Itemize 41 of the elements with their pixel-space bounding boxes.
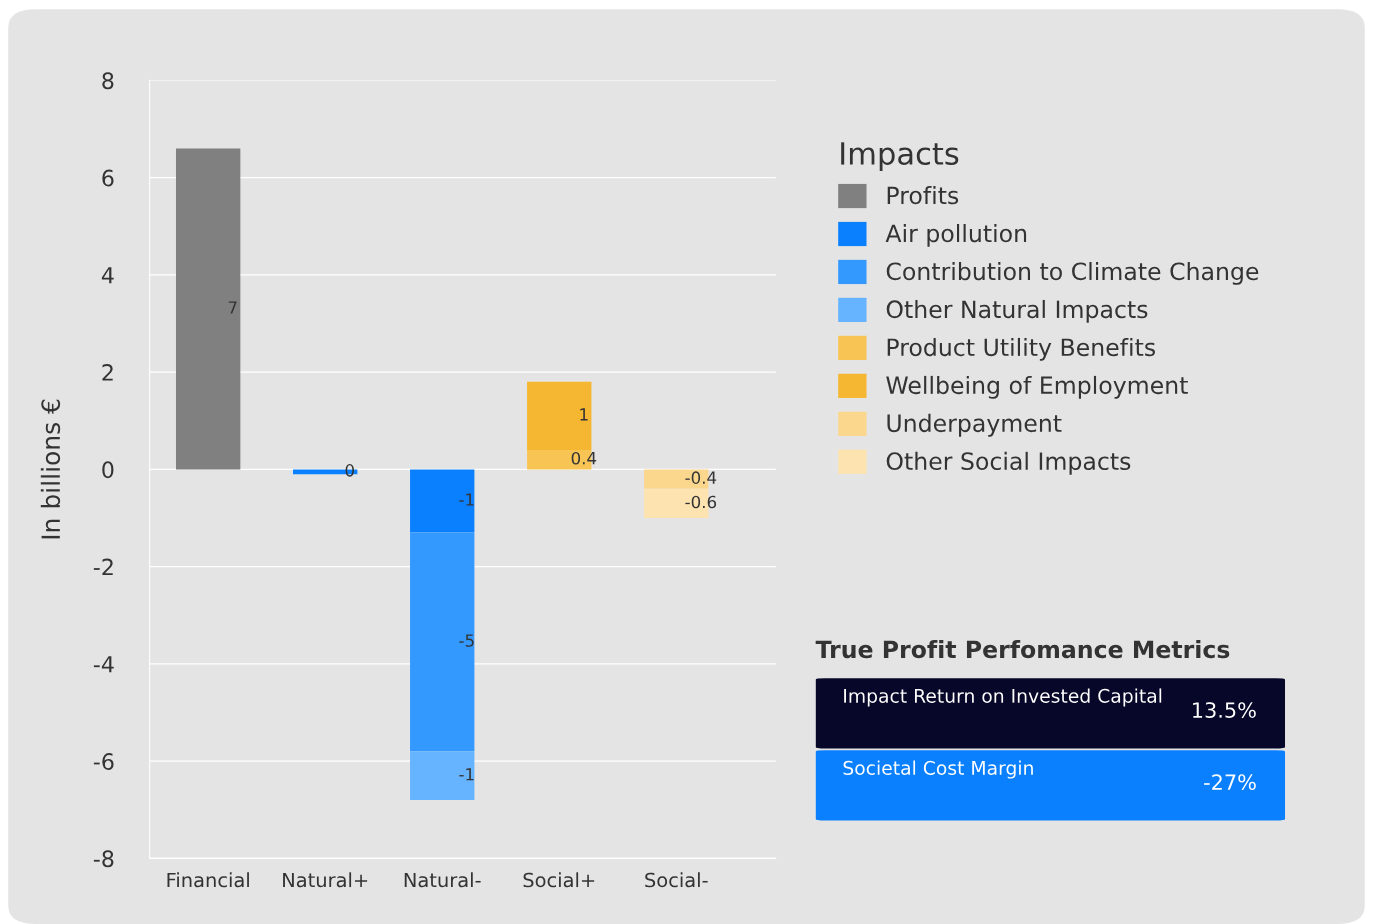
x-tick-label: Natural-	[404, 872, 481, 888]
bar	[527, 381, 592, 450]
x-tick-label: Social+	[523, 872, 595, 888]
y-tick-label: -4	[93, 656, 114, 673]
legend-label: Air pollution	[885, 224, 1027, 247]
y-tick-label: -2	[93, 558, 113, 576]
bar	[410, 751, 475, 801]
y-tick-label: 6	[102, 169, 114, 187]
data-label: -1	[459, 768, 474, 781]
data-label: 7	[228, 301, 237, 314]
data-label: -1	[459, 493, 474, 506]
data-label: -0.6	[685, 495, 717, 509]
y-tick-label: -8	[93, 850, 114, 868]
legend-label: Other Social Impacts	[886, 451, 1131, 475]
y-tick-label: -6	[93, 753, 114, 770]
bar	[410, 469, 475, 533]
data-label: -5	[459, 634, 474, 647]
y-tick-label: 8	[102, 72, 114, 90]
legend-label: Profits	[887, 186, 959, 205]
text: Societal Cost Margin	[843, 760, 1033, 779]
legend-label: Underpayment	[887, 413, 1062, 437]
y-tick-label: 2	[102, 364, 113, 381]
text: 13.5%	[1193, 702, 1256, 718]
legend-label: Wellbeing of Employment	[886, 375, 1188, 399]
legend-label: Other Natural Impacts	[886, 299, 1148, 323]
text: -27%	[1204, 774, 1256, 790]
y-tick-label: 0	[102, 461, 114, 479]
legend-label: Product Utility Benefits	[887, 337, 1155, 361]
bar	[410, 532, 475, 752]
x-tick-label: Social-	[645, 872, 708, 888]
x-tick-label: Natural+	[283, 872, 368, 888]
x-tick-label: Financial	[167, 872, 249, 888]
text: True Profit Perfomance Metrics	[815, 639, 1230, 659]
y-axis-title: In billions €	[40, 399, 61, 539]
text: Impact Return on Invested Capital	[844, 688, 1162, 707]
data-label: 1	[580, 408, 588, 421]
bar	[175, 148, 241, 470]
y-tick-label: 4	[101, 267, 114, 284]
data-label: -0.4	[685, 471, 717, 484]
legend-title: Impacts	[841, 142, 959, 171]
legend-label: Contribution to Climate Change	[886, 261, 1259, 285]
